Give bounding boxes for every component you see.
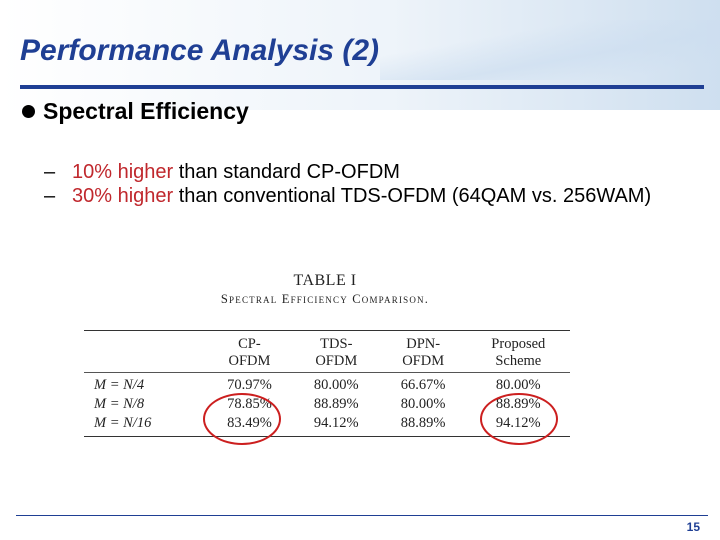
header-line: Scheme (495, 353, 542, 369)
sub-bullet-rest: than standard CP-OFDM (173, 161, 400, 183)
header-swoosh (380, 20, 720, 80)
row-label: M = N/16 (94, 415, 152, 431)
main-bullet-text: Spectral Efficiency (43, 98, 249, 124)
sub-bullet: – 30% higher than conventional TDS-OFDM … (44, 184, 684, 208)
table-header-row: CP- OFDM TDS- OFDM DPN- OFDM Proposed Scheme (84, 330, 570, 373)
header-line: CP- (238, 336, 261, 352)
sub-bullet-dash: – (44, 161, 56, 183)
sub-bullet-dash: – (44, 185, 56, 207)
highlight-text: 30% higher (72, 185, 174, 207)
row-label: M = N/8 (94, 396, 145, 412)
table-cell: 88.89% (313, 396, 359, 412)
bullet-dot-icon (22, 105, 35, 118)
table-cell: 80.00% (495, 377, 541, 393)
sub-bullet-list: – 10% higher than standard CP-OFDM – 30%… (44, 160, 684, 208)
highlight-circle-cp-ofdm (203, 393, 281, 445)
table-row: M = N/4 70.97% 80.00% 66.67% 80.00% (84, 373, 570, 396)
highlight-circle-proposed (480, 393, 558, 445)
header-line: OFDM (402, 353, 445, 369)
sub-bullet-rest: than conventional TDS-OFDM (64QAM vs. 25… (173, 185, 652, 207)
spectral-efficiency-table: CP- OFDM TDS- OFDM DPN- OFDM Proposed Scheme… (84, 330, 570, 437)
title-underline (20, 85, 704, 89)
table-cell: 66.67% (400, 377, 446, 393)
header-cell: CP- OFDM (206, 331, 293, 373)
sub-bullet: – 10% higher than standard CP-OFDM (44, 160, 684, 184)
header-line: DPN- (406, 336, 441, 352)
row-label: M = N/4 (94, 377, 145, 393)
header-line: Proposed (491, 336, 546, 352)
table-number: TABLE I (293, 272, 357, 289)
slide-title: Performance Analysis (2) (20, 34, 380, 67)
table-cell: 88.89% (400, 415, 446, 431)
table-cell: 80.00% (400, 396, 446, 412)
page-number: 15 (686, 520, 700, 534)
table-caption: TABLE I Spectral Efficiency Comparison. (190, 272, 460, 307)
sub-bullet-text: 10% higher than standard CP-OFDM (72, 160, 400, 184)
table-cell: 80.00% (313, 377, 359, 393)
header-line: TDS- (320, 336, 353, 352)
table-title: Spectral Efficiency Comparison. (220, 292, 430, 306)
header-cell: Proposed Scheme (467, 331, 570, 373)
highlight-text: 10% higher (72, 161, 174, 183)
main-bullet: Spectral Efficiency (22, 98, 249, 125)
footer-rule (16, 515, 708, 516)
header-cell: DPN- OFDM (380, 331, 467, 373)
header-cell: TDS- OFDM (293, 331, 380, 373)
table-cell: 94.12% (313, 415, 359, 431)
header-line: OFDM (228, 353, 271, 369)
sub-bullet-text: 30% higher than conventional TDS-OFDM (6… (72, 184, 651, 208)
header-cell-empty (84, 331, 206, 373)
table-cell: 70.97% (227, 377, 272, 393)
header-line: OFDM (315, 353, 358, 369)
